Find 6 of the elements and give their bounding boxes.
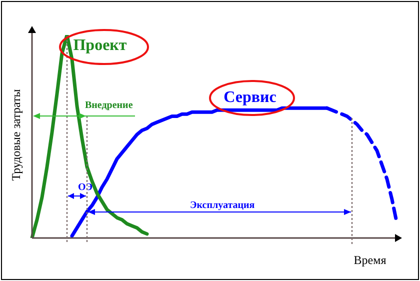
series-label: Проект [73,37,127,54]
series-label: Сервис [224,89,276,106]
x-axis-title: Время [354,253,387,267]
annotation: Внедрение [85,100,134,111]
y-axis-title: Трудовые затраты [9,89,23,181]
annotation: Эксплуатация [190,200,256,211]
